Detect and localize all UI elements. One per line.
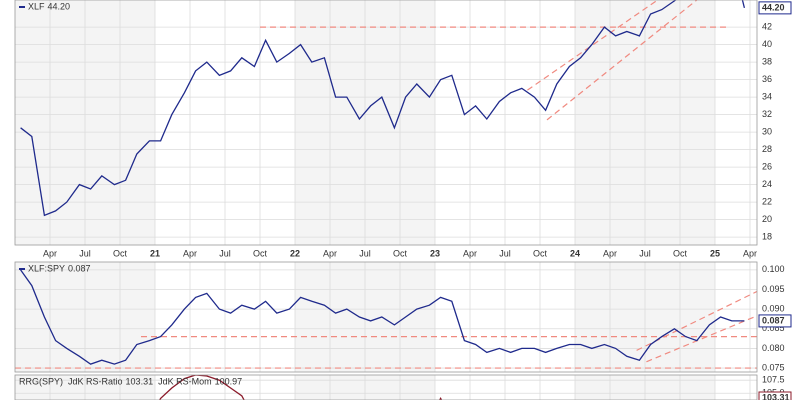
panel-border — [14, 374, 758, 400]
y-tick-label: 0.095 — [762, 284, 785, 294]
x-tick-label: 25 — [710, 248, 720, 258]
y-tick-label: 34 — [762, 92, 772, 102]
y-tick-label: 107.5 — [762, 375, 785, 385]
y-tick-label: 32 — [762, 109, 772, 119]
legend-value: 0.087 — [68, 263, 91, 273]
x-tick-label: Oct — [533, 248, 548, 258]
x-tick-label: Jul — [359, 248, 371, 258]
x-tick-label: Oct — [113, 248, 128, 258]
y-tick-label: 18 — [762, 232, 772, 242]
reference-line — [527, 0, 658, 91]
last-value-box — [758, 314, 792, 328]
last-value-label: 44.20 — [762, 2, 785, 12]
plot — [20, 0, 746, 217]
x-tick-label: Apr — [603, 248, 617, 258]
y-tick-label: 42 — [762, 22, 772, 32]
panel-title: RRG(SPY) — [19, 376, 63, 386]
legend-name: JdK RS-Ratio — [68, 376, 123, 386]
y-tick-label: 0.100 — [762, 264, 785, 274]
y-tick-label: 38 — [762, 57, 772, 67]
y-tick-label: 30 — [762, 127, 772, 137]
x-tick-label: Oct — [253, 248, 268, 258]
x-tick-label: Apr — [743, 248, 757, 258]
y-tick-label: 0.090 — [762, 304, 785, 314]
y-tick-label: 22 — [762, 197, 772, 207]
y-tick-label: 0.075 — [762, 362, 785, 372]
legend-name: XLF — [28, 1, 45, 11]
legend-name: JdK RS-Mom — [158, 376, 212, 386]
x-tick-label: Apr — [43, 248, 57, 258]
legend-name: XLF:SPY — [28, 263, 65, 273]
x-tick-label: Jul — [499, 248, 511, 258]
panel-border — [14, 0, 758, 246]
legend-value: 100.97 — [215, 376, 243, 386]
x-tick-label: Jul — [79, 248, 91, 258]
last-value-box — [758, 1, 792, 15]
plot — [15, 269, 757, 369]
series-line — [20, 269, 745, 365]
legend-value: 103.31 — [126, 376, 154, 386]
last-value-label: 103.31 — [762, 392, 790, 400]
last-value-box — [758, 391, 792, 400]
x-tick-label: Oct — [673, 248, 688, 258]
last-value-label: 0.087 — [762, 315, 785, 325]
panel-bg — [15, 0, 757, 245]
y-tick-label: 40 — [762, 39, 772, 49]
series-line — [20, 0, 746, 217]
x-tick-label: 22 — [290, 248, 300, 258]
legend-value: 44.20 — [48, 1, 71, 11]
x-tick-label: Apr — [183, 248, 197, 258]
y-tick-label: 0.080 — [762, 343, 785, 353]
x-tick-label: 24 — [570, 248, 580, 258]
x-tick-label: 23 — [430, 248, 440, 258]
y-tick-label: 28 — [762, 144, 772, 154]
y-tick-label: 24 — [762, 179, 772, 189]
x-tick-label: 21 — [150, 248, 160, 258]
y-tick-label: 26 — [762, 162, 772, 172]
x-tick-label: Oct — [393, 248, 408, 258]
panel-bg — [15, 262, 757, 372]
y-tick-label: 0.085 — [762, 323, 785, 333]
x-tick-label: Apr — [323, 248, 337, 258]
y-tick-label: 36 — [762, 74, 772, 84]
year-band — [715, 375, 757, 400]
x-tick-label: Jul — [219, 248, 231, 258]
panel-bg — [15, 375, 757, 400]
x-tick-label: Jul — [639, 248, 651, 258]
year-band — [715, 0, 757, 245]
y-tick-label: 20 — [762, 214, 772, 224]
reference-line — [546, 0, 698, 121]
panel-border — [14, 261, 758, 373]
x-tick-label: Apr — [463, 248, 477, 258]
